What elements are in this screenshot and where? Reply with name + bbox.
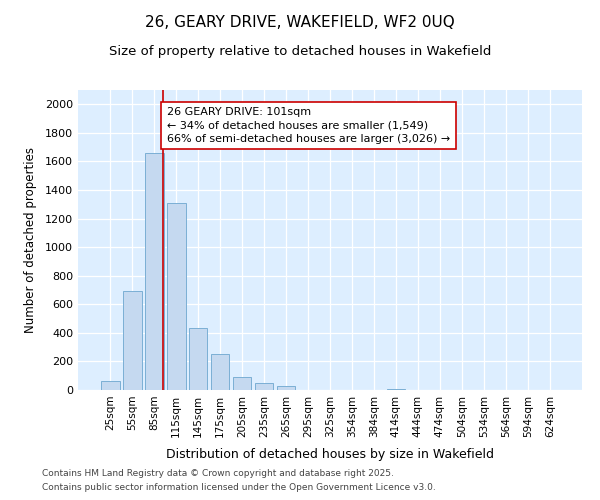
Bar [233, 377, 251, 390]
Bar [189, 328, 208, 390]
Bar [277, 386, 295, 390]
Text: Contains public sector information licensed under the Open Government Licence v3: Contains public sector information licen… [42, 484, 436, 492]
Bar [386, 388, 405, 390]
Text: 26 GEARY DRIVE: 101sqm
← 34% of detached houses are smaller (1,549)
66% of semi-: 26 GEARY DRIVE: 101sqm ← 34% of detached… [167, 107, 450, 144]
Bar [145, 153, 164, 390]
Bar [167, 203, 185, 390]
Y-axis label: Number of detached properties: Number of detached properties [23, 147, 37, 333]
Bar [255, 383, 274, 390]
Text: 26, GEARY DRIVE, WAKEFIELD, WF2 0UQ: 26, GEARY DRIVE, WAKEFIELD, WF2 0UQ [145, 15, 455, 30]
Bar [101, 380, 119, 390]
Bar [211, 354, 229, 390]
Bar [123, 290, 142, 390]
X-axis label: Distribution of detached houses by size in Wakefield: Distribution of detached houses by size … [166, 448, 494, 461]
Text: Size of property relative to detached houses in Wakefield: Size of property relative to detached ho… [109, 45, 491, 58]
Text: Contains HM Land Registry data © Crown copyright and database right 2025.: Contains HM Land Registry data © Crown c… [42, 468, 394, 477]
